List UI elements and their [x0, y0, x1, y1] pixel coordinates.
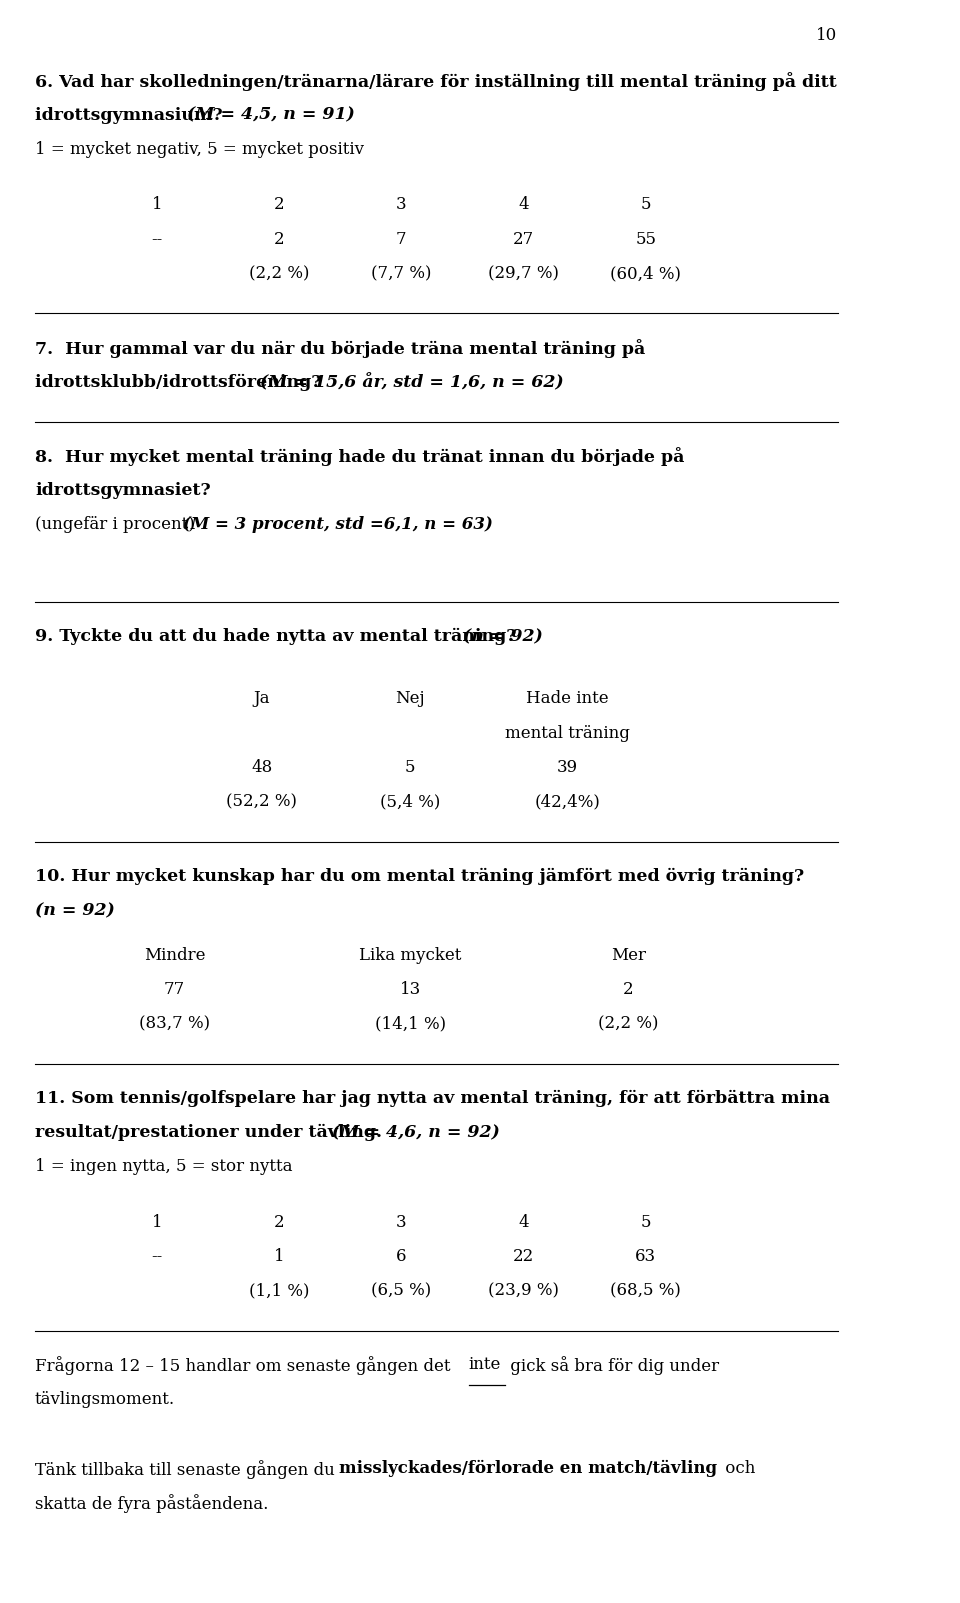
Text: gick så bra för dig under: gick så bra för dig under: [505, 1356, 719, 1375]
Text: (5,4 %): (5,4 %): [380, 793, 441, 811]
Text: (52,2 %): (52,2 %): [227, 793, 298, 811]
Text: 5: 5: [405, 760, 416, 776]
Text: 1 = mycket negativ, 5 = mycket positiv: 1 = mycket negativ, 5 = mycket positiv: [35, 141, 364, 159]
Text: --: --: [152, 1249, 162, 1265]
Text: 1: 1: [274, 1249, 284, 1265]
Text: 4: 4: [518, 1213, 529, 1231]
Text: 2: 2: [274, 1213, 284, 1231]
Text: 27: 27: [513, 231, 534, 248]
Text: Lika mycket: Lika mycket: [359, 947, 461, 963]
Text: inte: inte: [468, 1356, 501, 1374]
Text: 1: 1: [152, 1213, 162, 1231]
Text: (83,7 %): (83,7 %): [139, 1016, 210, 1032]
Text: Hade inte: Hade inte: [526, 691, 609, 707]
Text: mental träning: mental träning: [505, 725, 630, 742]
Text: 39: 39: [557, 760, 578, 776]
Text: idrottsgymnasium?: idrottsgymnasium?: [35, 107, 228, 123]
Text: 1 = ingen nytta, 5 = stor nytta: 1 = ingen nytta, 5 = stor nytta: [35, 1159, 293, 1175]
Text: (ungefär i procent): (ungefär i procent): [35, 516, 200, 534]
Text: (M = 15,6 år, std = 1,6, n = 62): (M = 15,6 år, std = 1,6, n = 62): [260, 373, 564, 391]
Text: 7: 7: [396, 231, 407, 248]
Text: 13: 13: [399, 981, 420, 999]
Text: (68,5 %): (68,5 %): [611, 1282, 681, 1300]
Text: Frågorna 12 – 15 handlar om senaste gången det: Frågorna 12 – 15 handlar om senaste gång…: [35, 1356, 456, 1375]
Text: 48: 48: [252, 760, 273, 776]
Text: 10: 10: [816, 27, 837, 45]
Text: 6. Vad har skolledningen/tränarna/lärare för inställning till mental träning på : 6. Vad har skolledningen/tränarna/lärare…: [35, 72, 837, 91]
Text: 5: 5: [640, 1213, 651, 1231]
Text: (6,5 %): (6,5 %): [372, 1282, 431, 1300]
Text: idrottsgymnasiet?: idrottsgymnasiet?: [35, 483, 210, 499]
Text: Nej: Nej: [396, 691, 425, 707]
Text: (2,2 %): (2,2 %): [598, 1016, 659, 1032]
Text: 5: 5: [640, 196, 651, 213]
Text: Mer: Mer: [611, 947, 646, 963]
Text: (2,2 %): (2,2 %): [249, 264, 309, 282]
Text: 11. Som tennis/golfspelare har jag nytta av mental träning, för att förbättra mi: 11. Som tennis/golfspelare har jag nytta…: [35, 1090, 829, 1106]
Text: 1: 1: [152, 196, 162, 213]
Text: 2: 2: [623, 981, 634, 999]
Text: (M = 3 procent, std =6,1, n = 63): (M = 3 procent, std =6,1, n = 63): [183, 516, 493, 534]
Text: 2: 2: [274, 196, 284, 213]
Text: (60,4 %): (60,4 %): [611, 264, 682, 282]
Text: 4: 4: [518, 196, 529, 213]
Text: Tänk tillbaka till senaste gången du: Tänk tillbaka till senaste gången du: [35, 1460, 340, 1478]
Text: misslyckades/förlorade en match/tävling: misslyckades/förlorade en match/tävling: [340, 1460, 717, 1476]
Text: 7.  Hur gammal var du när du började träna mental träning på: 7. Hur gammal var du när du började trän…: [35, 340, 645, 357]
Text: (M = 4,6, n = 92): (M = 4,6, n = 92): [332, 1124, 500, 1141]
Text: (23,9 %): (23,9 %): [488, 1282, 559, 1300]
Text: 2: 2: [274, 231, 284, 248]
Text: idrottsklubb/idrottsförening?: idrottsklubb/idrottsförening?: [35, 373, 327, 391]
Text: 6: 6: [396, 1249, 407, 1265]
Text: 8.  Hur mycket mental träning hade du tränat innan du började på: 8. Hur mycket mental träning hade du trä…: [35, 447, 684, 466]
Text: Mindre: Mindre: [144, 947, 205, 963]
Text: skatta de fyra påståendena.: skatta de fyra påståendena.: [35, 1494, 268, 1513]
Text: 10. Hur mycket kunskap har du om mental träning jämfört med övrig träning?: 10. Hur mycket kunskap har du om mental …: [35, 867, 804, 885]
Text: (n = 92): (n = 92): [35, 902, 115, 919]
Text: 9. Tyckte du att du hade nytta av mental träning?: 9. Tyckte du att du hade nytta av mental…: [35, 628, 522, 646]
Text: 3: 3: [396, 1213, 407, 1231]
Text: 3: 3: [396, 196, 407, 213]
Text: (42,4%): (42,4%): [534, 793, 600, 811]
Text: (7,7 %): (7,7 %): [372, 264, 432, 282]
Text: 63: 63: [636, 1249, 657, 1265]
Text: 77: 77: [164, 981, 185, 999]
Text: tävlingsmoment.: tävlingsmoment.: [35, 1391, 175, 1407]
Text: (n = 92): (n = 92): [464, 628, 543, 644]
Text: (M = 4,5, n = 91): (M = 4,5, n = 91): [186, 107, 354, 123]
Text: och: och: [720, 1460, 756, 1476]
Text: resultat/prestationer under tävling.: resultat/prestationer under tävling.: [35, 1124, 388, 1141]
Text: (1,1 %): (1,1 %): [249, 1282, 309, 1300]
Text: 55: 55: [636, 231, 656, 248]
Text: --: --: [152, 231, 162, 248]
Text: (29,7 %): (29,7 %): [488, 264, 559, 282]
Text: Ja: Ja: [253, 691, 270, 707]
Text: (14,1 %): (14,1 %): [374, 1016, 445, 1032]
Text: 22: 22: [513, 1249, 534, 1265]
